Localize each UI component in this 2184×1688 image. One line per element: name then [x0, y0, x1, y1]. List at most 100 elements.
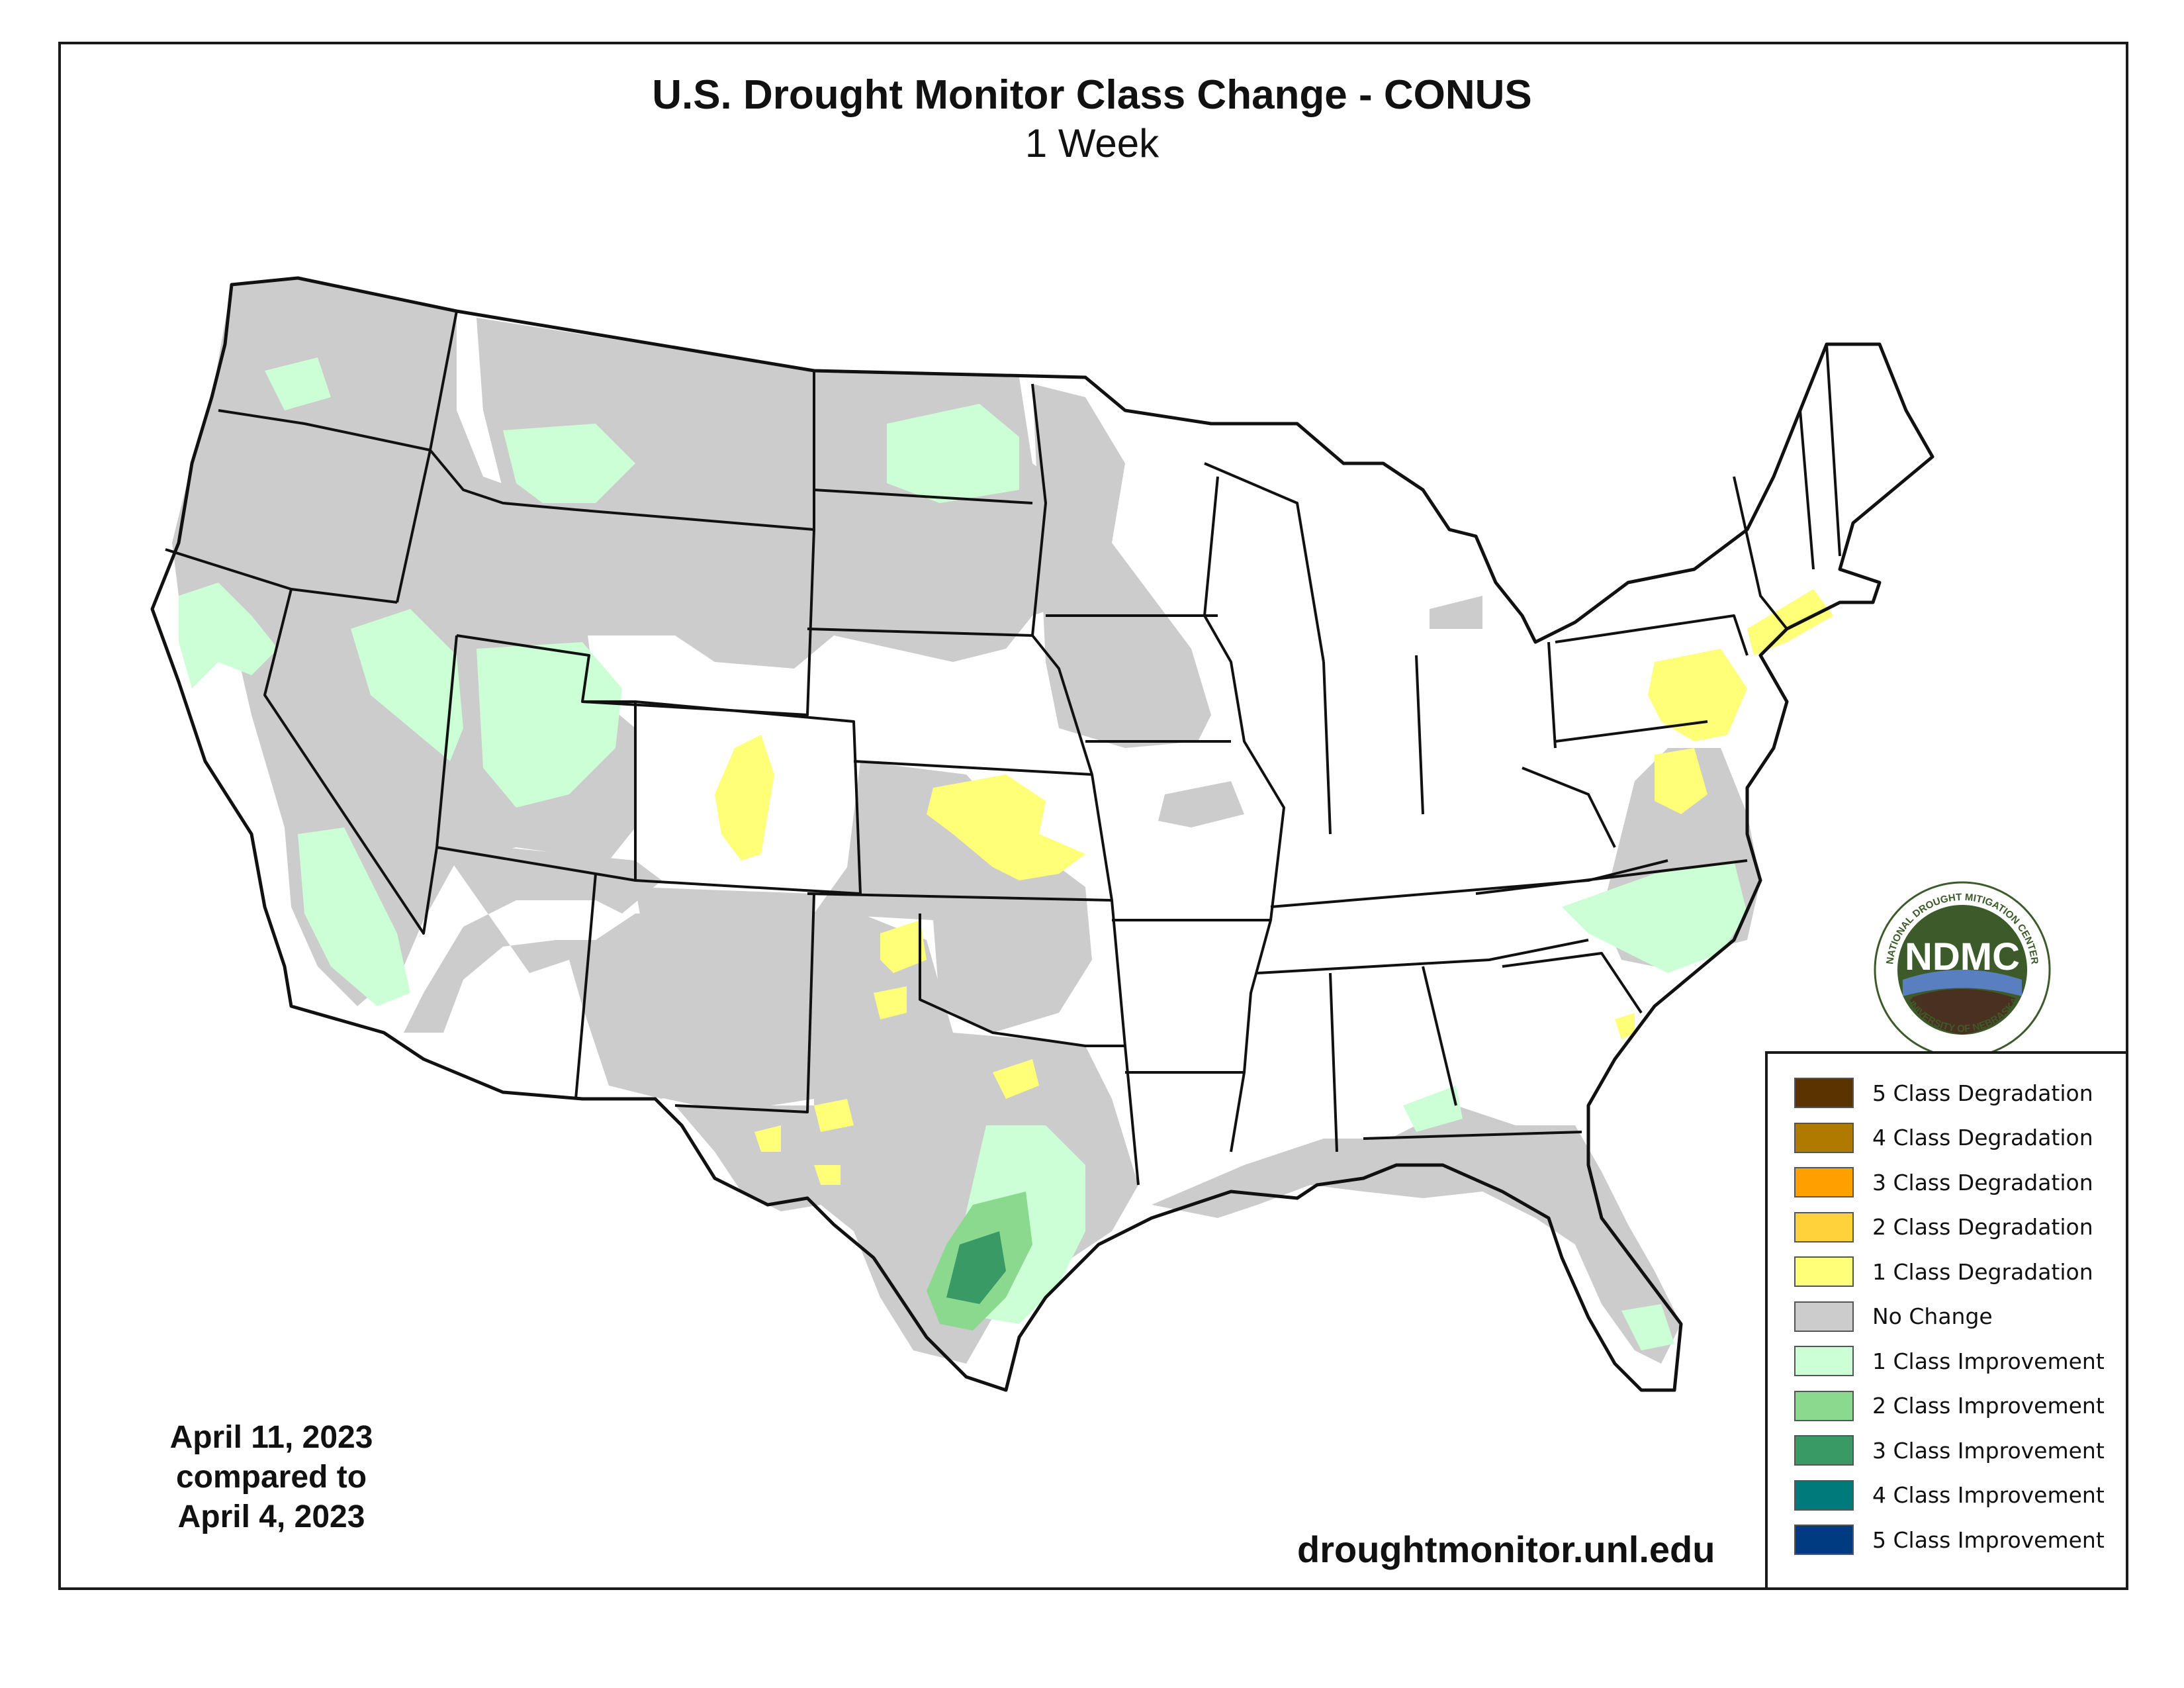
border-ut: [436, 634, 637, 882]
legend-item: 2 Class Improvement: [1794, 1389, 2105, 1423]
degrade1-texas-4: [814, 1165, 841, 1185]
border-wi-mi: [1204, 462, 1325, 663]
legend-item: 2 Class Degradation: [1794, 1211, 2093, 1244]
degrade1-texas-3: [754, 1125, 781, 1152]
legend-item: 1 Class Degradation: [1794, 1255, 2093, 1288]
legend-swatch: [1794, 1524, 1854, 1555]
legend-label: 5 Class Degradation: [1872, 1080, 2093, 1106]
border-pa-ny: [1555, 614, 1749, 656]
improve1-nevada: [351, 609, 463, 761]
degrade1-texas: [993, 1059, 1039, 1099]
region-michigan-no-change: [1430, 596, 1482, 629]
legend-item: No Change: [1794, 1300, 1993, 1333]
border-in-oh: [1415, 655, 1424, 815]
legend-label: 5 Class Improvement: [1872, 1526, 2105, 1553]
improve1-north-carolina: [1562, 861, 1747, 973]
border-pa-south: [1555, 720, 1708, 743]
region-gulf-coast-no-change: [1152, 1105, 1681, 1364]
degrade1-mid-atlantic: [1648, 649, 1747, 741]
legend-swatch: [1794, 1211, 1854, 1243]
legend-label: 4 Class Improvement: [1872, 1482, 2105, 1508]
current-date: April 11, 2023: [169, 1420, 373, 1455]
improve1-washington: [265, 357, 331, 410]
border-vt-nh-me: [1799, 344, 1841, 570]
ndmc-logo: NDMC NATIONAL DROUGHT MITIGATION CENTER …: [1874, 881, 2051, 1058]
border-ne-ks: [853, 760, 1093, 776]
legend-swatch: [1794, 1346, 1854, 1376]
border-dakotas-mn: [1031, 383, 1140, 1186]
conus-outline: [150, 276, 1934, 1392]
border-ok-tx: [919, 914, 1125, 1047]
previous-date: April 4, 2023: [177, 1499, 365, 1534]
border-nv: [263, 588, 458, 935]
legend-swatch: [1794, 1256, 1854, 1287]
legend-swatch: [1794, 1479, 1854, 1511]
border-nd-sd: [813, 489, 1033, 504]
border-id-west: [396, 449, 432, 603]
border-az-nm: [574, 873, 597, 1100]
degrade1-texas-2: [814, 1099, 854, 1132]
legend-label: 2 Class Degradation: [1872, 1214, 2093, 1240]
improve1-oregon-coast: [179, 583, 278, 688]
improve1-alabama: [1403, 1086, 1463, 1132]
logo-water-band: [1903, 970, 2022, 996]
border-sd-ne: [807, 628, 1033, 637]
legend-swatch: [1794, 1078, 1854, 1108]
degrade1-new-england: [1747, 589, 1833, 655]
legend-label: 1 Class Degradation: [1872, 1258, 2093, 1285]
improve1-north-dakota: [887, 404, 1019, 503]
border-va-nc: [1475, 859, 1748, 895]
border-id-mt: [429, 310, 576, 511]
border-mississippi-river: [1203, 476, 1285, 1152]
improve1-idaho-montana: [503, 424, 635, 503]
degrade1-kansas: [927, 774, 1085, 880]
degrade1-colorado: [715, 735, 774, 861]
border-nm-tx: [674, 893, 815, 1113]
logo-acronym: NDMC: [1905, 935, 2020, 978]
legend-label: No Change: [1872, 1303, 1993, 1329]
improve3-texas-south: [946, 1231, 1006, 1304]
legend-item: 4 Class Improvement: [1794, 1479, 2105, 1512]
border-il-in: [1322, 661, 1332, 835]
improve1-florida: [1621, 1304, 1674, 1350]
border-ms-al: [1329, 972, 1338, 1152]
region-northern-plains-no-change: [477, 318, 1092, 669]
map-subtitle: 1 Week: [1024, 121, 1160, 165]
source-url[interactable]: droughtmonitor.unl.edu: [1297, 1528, 1715, 1570]
region-upper-midwest-no-change: [1032, 384, 1211, 748]
legend-swatch: [1794, 1301, 1854, 1332]
legend-label: 3 Class Improvement: [1872, 1437, 2105, 1464]
legend-item: 1 Class Improvement: [1794, 1344, 2105, 1378]
map-title: U.S. Drought Monitor Class Change - CONU…: [652, 72, 1532, 118]
state-borders: [150, 276, 1934, 1392]
region-new-mexico-no-change: [622, 887, 814, 1112]
change-areas: [172, 278, 1760, 1364]
legend-label: 3 Class Degradation: [1872, 1169, 2093, 1196]
legend-item: 3 Class Degradation: [1794, 1166, 2093, 1199]
legend-swatch: [1794, 1390, 1854, 1421]
border-tn-south: [1257, 939, 1589, 974]
degradation-areas: [715, 589, 1833, 1185]
legend-item: 4 Class Degradation: [1794, 1121, 2093, 1154]
improvement-areas: [179, 357, 1747, 1350]
border-sc: [1502, 952, 1643, 1014]
border-ks-ok: [807, 892, 1113, 902]
border-ny-new-england: [1733, 476, 1788, 630]
legend: 5 Class Degradation 4 Class Degradation 3 …: [1765, 1051, 2128, 1590]
region-missouri-no-change: [1158, 781, 1244, 827]
legend-label: 2 Class Improvement: [1872, 1393, 2105, 1419]
legend-label: 4 Class Degradation: [1872, 1125, 2093, 1150]
legend-swatch: [1794, 1435, 1854, 1466]
improve1-california: [298, 827, 410, 1006]
legend-item: 3 Class Improvement: [1794, 1434, 2105, 1467]
border-al-ga: [1422, 966, 1457, 1106]
logo-soil-band: [1909, 989, 2015, 1035]
degrade1-oklahoma: [880, 920, 927, 973]
legend-label: 1 Class Improvement: [1872, 1348, 2105, 1374]
date-block: April 11, 2023 compared to April 4, 2023: [132, 1418, 410, 1537]
border-ky-wv: [1522, 767, 1616, 848]
legend-swatch: [1794, 1167, 1854, 1197]
degrade1-oklahoma-2: [874, 986, 907, 1019]
border-wa-or: [218, 409, 431, 451]
